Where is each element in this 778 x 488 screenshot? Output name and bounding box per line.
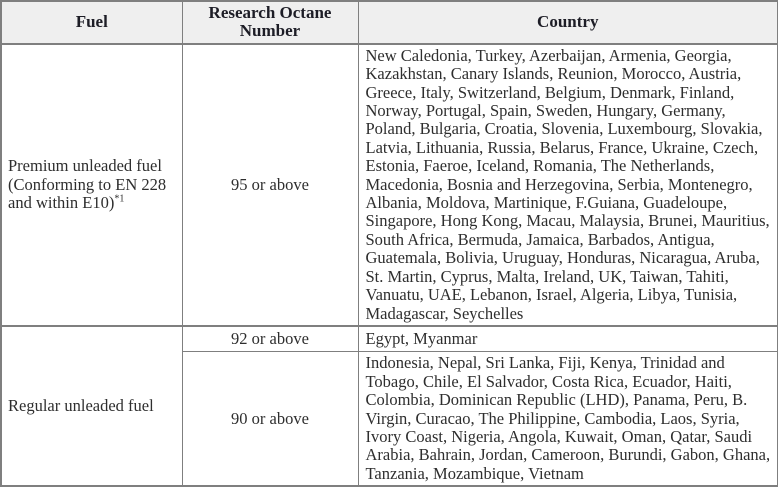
table-row-premium: Premium unleaded fuel (Conforming to EN …: [0, 43, 778, 327]
country-cell-90: Indonesia, Nepal, Sri Lanka, Fiji, Kenya…: [357, 351, 778, 487]
table-row-regular-90: 90 or above Indonesia, Nepal, Sri Lanka,…: [1, 351, 778, 487]
header-research-octane-number: Research Octane Number: [181, 0, 359, 45]
fuel-cell-premium: Premium unleaded fuel (Conforming to EN …: [0, 43, 183, 327]
fuel-cell-regular: Regular unleaded fuel: [0, 325, 183, 487]
fuel-label: Premium unleaded fuel (Conforming to EN …: [8, 156, 167, 213]
header-row: Fuel Research Octane Number Country: [0, 0, 778, 45]
octane-cell-95: 95 or above: [181, 43, 359, 327]
header-country: Country: [357, 0, 778, 45]
header-fuel: Fuel: [0, 0, 183, 45]
country-cell-92: Egypt, Myanmar: [357, 325, 778, 353]
table-row-regular-92: Regular unleaded fuel 92 or above Egypt,…: [0, 325, 778, 487]
octane-cell-92: 92 or above: [181, 325, 359, 353]
footnote-marker: *1: [114, 193, 125, 205]
octane-cell-90: 90 or above: [181, 351, 359, 487]
fuel-label: Regular unleaded fuel: [8, 395, 154, 415]
country-cell-95: New Caledonia, Turkey, Azerbaijan, Armen…: [357, 43, 778, 327]
